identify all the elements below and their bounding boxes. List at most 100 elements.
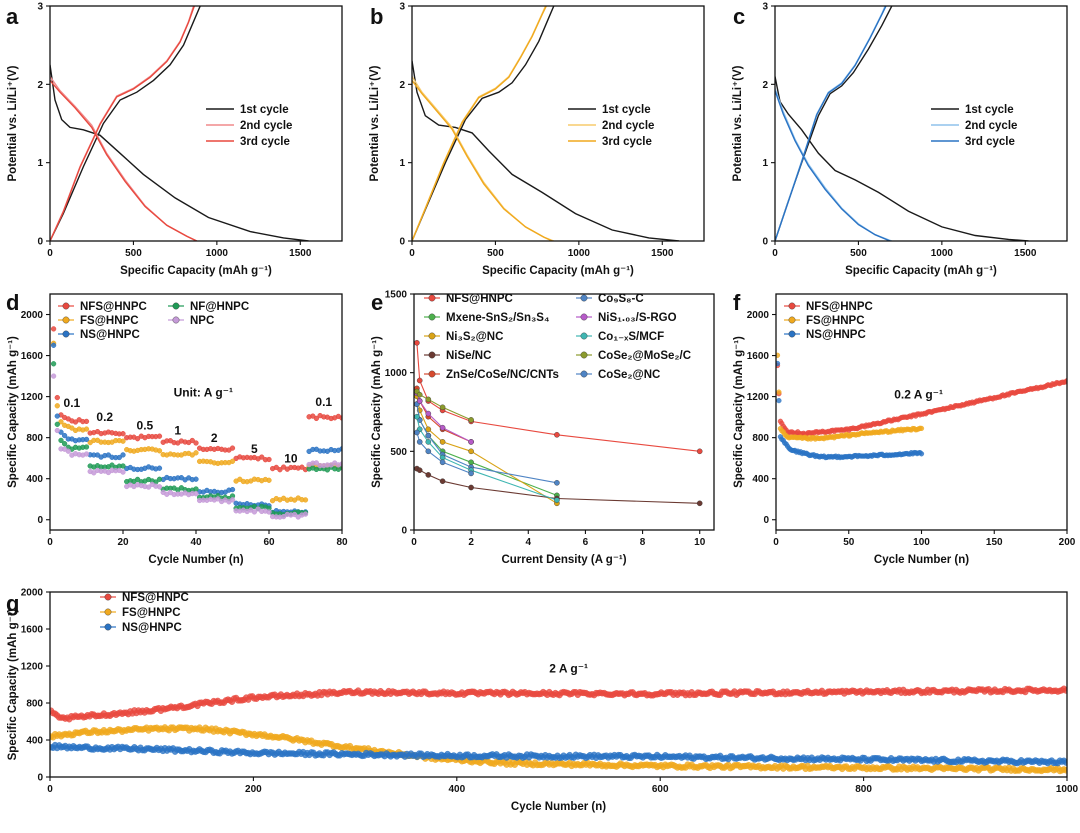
legend-marker-e (580, 332, 588, 340)
curve-c-2nd-cycle-0 (775, 88, 893, 241)
point-e-CoSe₂@MoSe₂/C (468, 417, 474, 423)
x-tick-label-b: 1500 (651, 248, 674, 259)
point-d-NFS@HNPC (313, 415, 320, 422)
y-tick-label-b: 1 (399, 158, 405, 169)
y-tick-label-g: 800 (26, 699, 43, 710)
line-e-NiS₁.₀₃/S-RGO (416, 392, 472, 443)
curve-a-1st-cycle-1 (50, 6, 201, 241)
point-e-CoSe₂@NC (414, 429, 420, 436)
x-axis-title-d: Cycle Number (n) (148, 554, 243, 566)
x-tick-label-e: 8 (640, 537, 646, 548)
point-d-NFS@HNPC (83, 418, 90, 425)
legend-marker-d (172, 316, 180, 324)
point-d-NPC (54, 427, 60, 434)
panel-letter-e: e (371, 290, 383, 315)
x-tick-label-f: 150 (986, 537, 1003, 548)
point-d-NPC (266, 509, 272, 515)
legend-c: 1st cycle 2nd cycle 3rd cycle (931, 104, 1017, 148)
legend-marker-e (580, 351, 588, 359)
axes-frame-b (411, 5, 705, 242)
y-tick-label-c: 3 (762, 2, 768, 13)
point-e-Co₁₋ₓS/MCF (439, 454, 446, 461)
legend-marker-f (788, 330, 796, 338)
y-tick-label-b: 0 (399, 237, 405, 248)
legend-label-a: 3rd cycle (240, 136, 290, 148)
y-tick-label-b: 2 (399, 80, 405, 91)
y-tick-label-f: 800 (752, 433, 769, 444)
legend-label-f: FS@HNPC (806, 315, 865, 327)
point-d-FS@HNPC (302, 497, 309, 503)
point-d-NF@HNPC (61, 441, 68, 447)
point-d-NFS@HNPC (156, 433, 163, 439)
point-d-NS@HNPC (83, 436, 90, 443)
plot-area-d (50, 326, 342, 520)
y-tick-label-e: 0 (401, 526, 407, 537)
x-tick-label-e: 4 (526, 537, 532, 548)
point-d-NPC (65, 448, 71, 454)
y-tick-label-f: 1200 (747, 392, 770, 403)
legend-label-g: FS@HNPC (122, 607, 181, 619)
axes-frame-c (774, 5, 1068, 242)
annotation-g: 2 A g⁻¹ (549, 661, 588, 675)
point-f-NS@HNPC (918, 451, 925, 457)
legend-d: NFS@HNPC FS@HNPC NS@HNPC NF@HNPC NPC (58, 301, 249, 341)
x-tick-label-e: 10 (694, 537, 706, 548)
point-d-FS@HNPC (266, 477, 272, 483)
panel-b: 0 500 1000 1500 0 1 2 3 Specific Capacity (mAh g… (369, 2, 705, 277)
point-e-Co₁₋ₓS/MCF (554, 497, 560, 503)
x-tick-label-d: 20 (117, 537, 129, 548)
legend-label-e: NFS@HNPC (446, 293, 513, 305)
x-tick-label-c: 0 (772, 248, 778, 259)
point-d-FS@HNPC (193, 450, 199, 456)
plot-area-c (775, 6, 1029, 241)
curve-a-2nd-cycle-0 (50, 76, 198, 241)
point-e-NiSe/NC (416, 467, 423, 474)
annotation-d: 0.1 (64, 396, 81, 410)
panel-e: 0 2 4 6 8 10 0 500 1000 1500 Current Density (A g⁻… (371, 290, 715, 566)
x-tick-label-a: 1500 (289, 248, 312, 259)
x-axis-title-e: Current Density (A g⁻¹) (501, 554, 626, 566)
legend-label-e: Co₉S₈-C (598, 293, 644, 305)
y-tick-label-f: 2000 (747, 310, 770, 321)
point-e-Co₉S₈-C (554, 479, 560, 486)
y-tick-label-a: 0 (37, 237, 43, 248)
point-d-NS@HNPC (61, 432, 68, 439)
y-axis-title-b: Potential vs. Li/Li⁺(V) (369, 65, 381, 181)
panel-letter-g: g (6, 591, 19, 616)
annotation-d: 10 (284, 451, 298, 465)
y-tick-label-a: 1 (37, 158, 43, 169)
x-axis-title-g: Cycle Number (n) (511, 801, 606, 813)
legend-marker-d (62, 316, 70, 324)
x-tick-label-g: 400 (448, 784, 465, 795)
point-d-FS@HNPC (54, 403, 60, 409)
legend-label-b: 1st cycle (602, 104, 651, 116)
panel-letter-c: c (733, 4, 745, 29)
point-f-FS@HNPC (776, 389, 782, 395)
legend-g: NFS@HNPC FS@HNPC NS@HNPC (100, 592, 189, 634)
point-d-NPC (91, 470, 97, 476)
legend-label-d: NF@HNPC (190, 301, 249, 313)
point-d-NFS@HNPC (134, 436, 141, 442)
point-e-Co₁₋ₓS/MCF (414, 413, 420, 420)
legend-marker-d (172, 302, 180, 310)
y-tick-label-f: 1600 (747, 351, 770, 362)
panel-c: 0 500 1000 1500 0 1 2 3 Specific Capacity (mAh g… (732, 2, 1068, 277)
line-e-Mxene-SnS₂/Sn₃S₄ (416, 404, 558, 496)
point-d-NFS@HNPC (259, 454, 265, 460)
legend-marker-f (788, 302, 796, 310)
x-axis-title-a: Specific Capacity (mAh g⁻¹) (120, 265, 272, 277)
legend-label-e: Mxene-SnS₂/Sn₃S₄ (446, 312, 549, 324)
point-e-Ni₃S₂@NC (425, 426, 432, 433)
x-tick-label-e: 6 (583, 537, 589, 548)
point-e-NiS₁.₀₃/S-RGO (425, 410, 432, 417)
point-d-NF@HNPC (134, 476, 141, 483)
point-d-FS@HNPC (83, 426, 90, 432)
legend-marker-d (62, 302, 70, 310)
curve-c-3rd-cycle-1 (775, 6, 887, 241)
point-d-NPC (156, 484, 163, 490)
point-d-NFS@HNPC (193, 440, 199, 446)
point-e-NiS₁.₀₃/S-RGO (416, 398, 423, 404)
curve-c-1st-cycle-0 (775, 76, 1029, 241)
